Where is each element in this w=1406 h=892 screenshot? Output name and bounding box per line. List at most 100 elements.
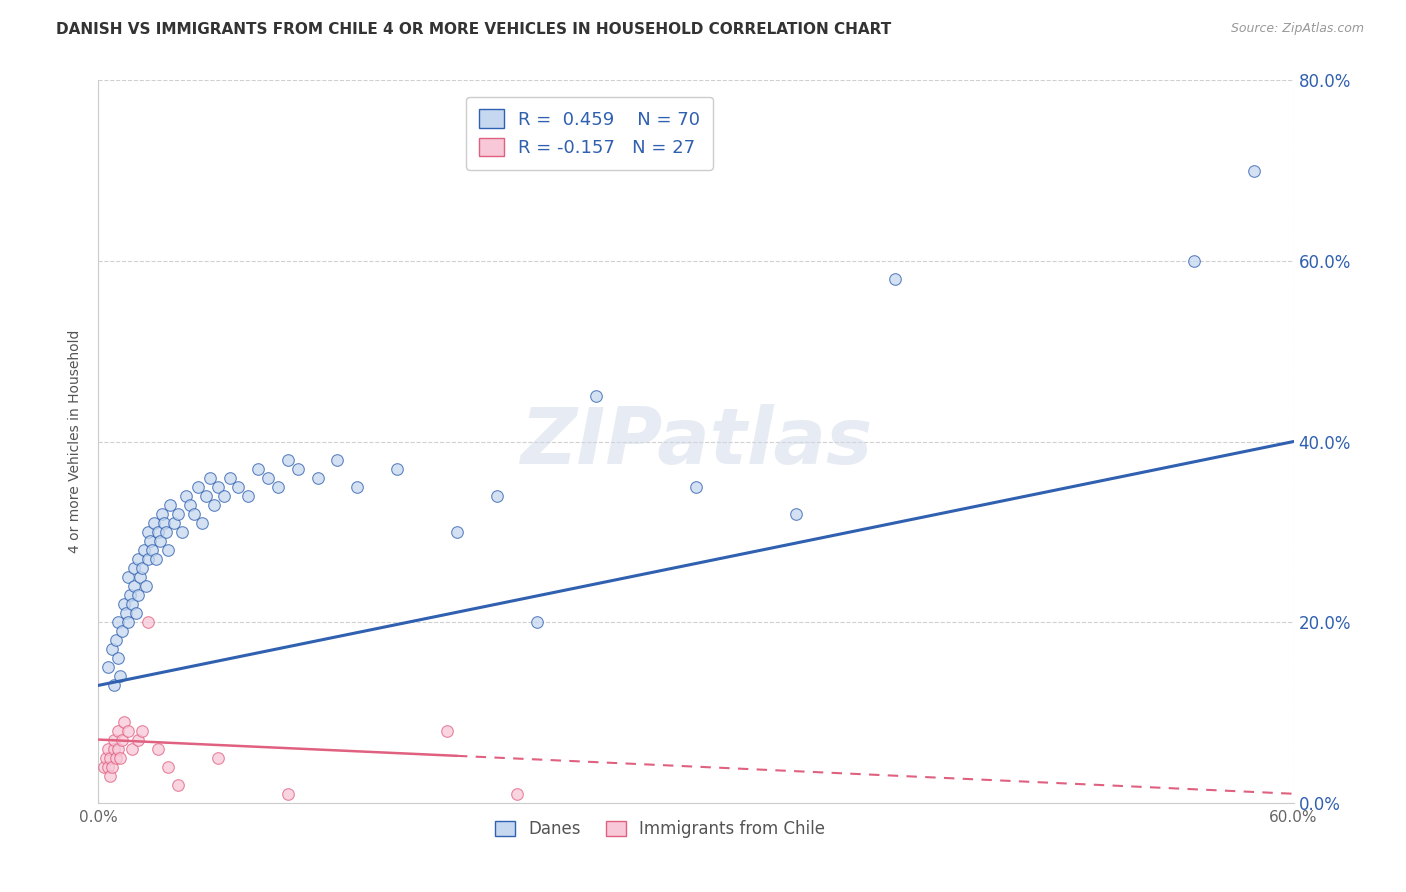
Text: Source: ZipAtlas.com: Source: ZipAtlas.com bbox=[1230, 22, 1364, 36]
Point bbox=[115, 606, 138, 620]
Point bbox=[127, 552, 149, 566]
Point bbox=[107, 741, 129, 756]
Point bbox=[110, 669, 132, 683]
Point bbox=[485, 489, 508, 503]
Point bbox=[195, 489, 218, 503]
Point bbox=[785, 507, 807, 521]
Point bbox=[110, 750, 132, 764]
Point bbox=[103, 678, 125, 692]
Point bbox=[446, 524, 468, 539]
Point bbox=[121, 741, 143, 756]
Point bbox=[1243, 163, 1265, 178]
Point bbox=[226, 480, 249, 494]
Point bbox=[143, 516, 166, 530]
Point bbox=[121, 597, 143, 611]
Point bbox=[157, 542, 180, 557]
Point bbox=[117, 723, 139, 738]
Point bbox=[93, 760, 115, 774]
Point bbox=[159, 498, 181, 512]
Point bbox=[101, 760, 124, 774]
Point bbox=[120, 588, 142, 602]
Point bbox=[287, 461, 309, 475]
Point bbox=[101, 642, 124, 657]
Point bbox=[97, 660, 120, 674]
Point bbox=[191, 516, 214, 530]
Point bbox=[96, 750, 118, 764]
Point bbox=[326, 452, 349, 467]
Y-axis label: 4 or more Vehicles in Household: 4 or more Vehicles in Household bbox=[69, 330, 83, 553]
Point bbox=[107, 651, 129, 665]
Point bbox=[136, 524, 159, 539]
Point bbox=[150, 507, 173, 521]
Point bbox=[105, 633, 128, 648]
Point bbox=[163, 516, 186, 530]
Point bbox=[103, 732, 125, 747]
Point bbox=[155, 524, 177, 539]
Point bbox=[884, 272, 907, 286]
Text: DANISH VS IMMIGRANTS FROM CHILE 4 OR MORE VEHICLES IN HOUSEHOLD CORRELATION CHAR: DANISH VS IMMIGRANTS FROM CHILE 4 OR MOR… bbox=[56, 22, 891, 37]
Point bbox=[117, 615, 139, 630]
Point bbox=[436, 723, 458, 738]
Point bbox=[111, 732, 134, 747]
Point bbox=[148, 524, 170, 539]
Point bbox=[134, 542, 156, 557]
Point bbox=[97, 741, 120, 756]
Point bbox=[1182, 254, 1205, 268]
Point bbox=[212, 489, 235, 503]
Point bbox=[277, 787, 299, 801]
Point bbox=[198, 471, 221, 485]
Point bbox=[112, 714, 135, 729]
Point bbox=[125, 606, 148, 620]
Point bbox=[207, 750, 229, 764]
Point bbox=[139, 533, 162, 548]
Point bbox=[157, 760, 180, 774]
Point bbox=[179, 498, 201, 512]
Point bbox=[256, 471, 278, 485]
Point bbox=[98, 769, 122, 783]
Point bbox=[111, 624, 134, 639]
Point bbox=[129, 570, 152, 584]
Point bbox=[167, 507, 190, 521]
Point bbox=[107, 615, 129, 630]
Point bbox=[124, 561, 146, 575]
Point bbox=[183, 507, 205, 521]
Point bbox=[585, 389, 607, 403]
Point bbox=[219, 471, 242, 485]
Text: ZIPatlas: ZIPatlas bbox=[520, 403, 872, 480]
Point bbox=[124, 579, 146, 593]
Legend: Danes, Immigrants from Chile: Danes, Immigrants from Chile bbox=[488, 814, 832, 845]
Point bbox=[685, 480, 707, 494]
Point bbox=[526, 615, 548, 630]
Point bbox=[141, 542, 163, 557]
Point bbox=[246, 461, 269, 475]
Point bbox=[167, 778, 190, 792]
Point bbox=[307, 471, 329, 485]
Point bbox=[97, 760, 120, 774]
Point bbox=[103, 741, 125, 756]
Point bbox=[207, 480, 229, 494]
Point bbox=[236, 489, 259, 503]
Point bbox=[148, 741, 170, 756]
Point bbox=[506, 787, 529, 801]
Point bbox=[107, 723, 129, 738]
Point bbox=[131, 723, 153, 738]
Point bbox=[267, 480, 290, 494]
Point bbox=[187, 480, 209, 494]
Point bbox=[172, 524, 194, 539]
Point bbox=[136, 552, 159, 566]
Point bbox=[174, 489, 197, 503]
Point bbox=[149, 533, 172, 548]
Point bbox=[131, 561, 153, 575]
Point bbox=[145, 552, 167, 566]
Point bbox=[346, 480, 368, 494]
Point bbox=[135, 579, 157, 593]
Point bbox=[202, 498, 225, 512]
Point bbox=[277, 452, 299, 467]
Point bbox=[127, 732, 149, 747]
Point bbox=[105, 750, 128, 764]
Point bbox=[127, 588, 149, 602]
Point bbox=[385, 461, 409, 475]
Point bbox=[117, 570, 139, 584]
Point bbox=[153, 516, 176, 530]
Point bbox=[136, 615, 159, 630]
